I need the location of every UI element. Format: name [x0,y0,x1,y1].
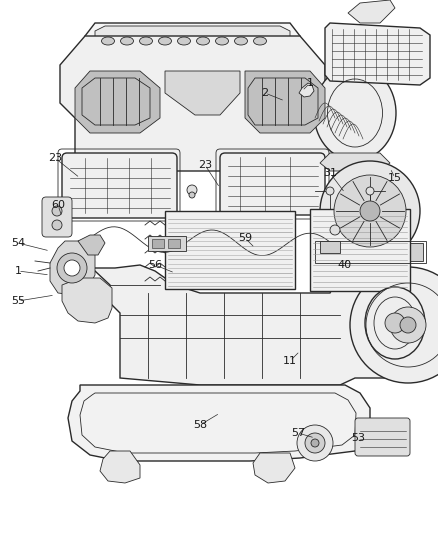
Text: 11: 11 [283,356,297,366]
Circle shape [310,439,318,447]
Circle shape [297,425,332,461]
Text: 23: 23 [48,153,62,163]
Ellipse shape [158,37,171,45]
Text: 23: 23 [198,160,212,170]
Circle shape [57,253,87,283]
Polygon shape [68,385,369,461]
Bar [319,241,339,253]
Ellipse shape [253,37,266,45]
Polygon shape [244,71,324,133]
FancyBboxPatch shape [62,153,177,218]
Ellipse shape [215,37,228,45]
Bar [168,239,180,248]
FancyBboxPatch shape [219,153,324,215]
Circle shape [359,201,379,221]
Text: 59: 59 [237,233,251,243]
Text: 56: 56 [148,260,162,270]
Bar [152,239,164,248]
Ellipse shape [177,37,190,45]
Text: 1: 1 [14,266,21,276]
FancyBboxPatch shape [42,197,72,237]
Text: 15: 15 [387,173,401,183]
Polygon shape [100,451,140,483]
Polygon shape [85,23,299,65]
Polygon shape [165,71,240,115]
Circle shape [329,225,339,235]
Circle shape [52,220,62,230]
Circle shape [365,187,373,195]
Text: 1: 1 [306,78,313,88]
Polygon shape [50,241,95,295]
Polygon shape [319,153,389,171]
Text: 40: 40 [337,260,351,270]
Circle shape [399,317,415,333]
Polygon shape [252,453,294,483]
Circle shape [304,433,324,453]
Text: 2: 2 [261,88,268,98]
Ellipse shape [120,37,133,45]
Text: 31: 31 [322,168,336,178]
Polygon shape [95,26,290,56]
Bar [314,241,425,263]
FancyBboxPatch shape [354,418,409,456]
Polygon shape [78,235,105,255]
Polygon shape [347,0,394,23]
Circle shape [349,267,438,383]
Text: 58: 58 [192,420,207,430]
Text: 60: 60 [51,200,65,210]
Text: 57: 57 [290,428,304,438]
Ellipse shape [196,37,209,45]
Polygon shape [298,83,313,97]
Bar [148,236,186,251]
Bar [317,243,422,261]
Polygon shape [324,23,429,85]
Polygon shape [62,278,112,323]
Polygon shape [60,36,339,171]
Circle shape [189,192,194,198]
Circle shape [389,307,425,343]
Bar [309,209,409,291]
Circle shape [384,313,404,333]
Circle shape [325,187,333,195]
Text: 55: 55 [11,296,25,306]
Ellipse shape [101,37,114,45]
Text: 53: 53 [350,433,364,443]
Circle shape [187,185,197,195]
Circle shape [52,206,62,216]
Ellipse shape [139,37,152,45]
Polygon shape [75,71,159,133]
Ellipse shape [313,66,395,160]
Circle shape [319,161,419,261]
Circle shape [333,175,405,247]
Circle shape [64,260,80,276]
Bar [165,211,294,289]
Ellipse shape [364,287,424,359]
Ellipse shape [234,37,247,45]
Polygon shape [62,265,419,385]
Text: 54: 54 [11,238,25,248]
